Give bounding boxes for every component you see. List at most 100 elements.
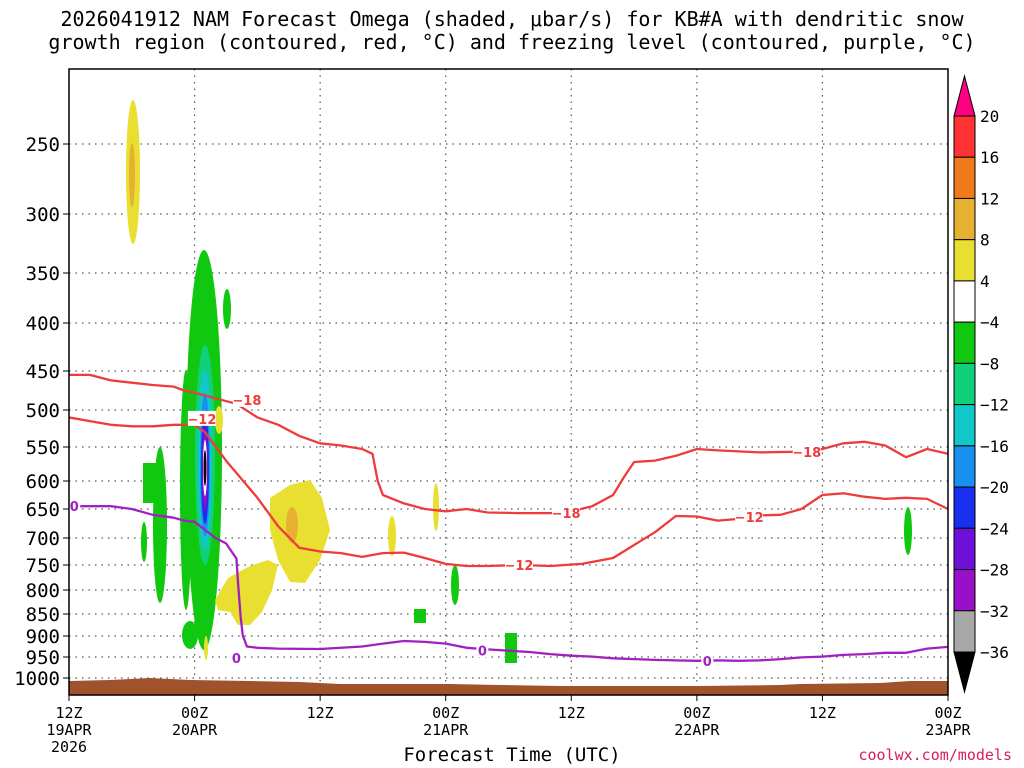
contour-label-bg bbox=[792, 443, 821, 459]
colorbar-label: 4 bbox=[980, 272, 990, 291]
x-tick-label: 22APR bbox=[674, 721, 720, 739]
y-tick-label: 1000 bbox=[14, 668, 60, 690]
colorbar-swatch bbox=[953, 321, 976, 364]
omega-blob-yellow-lowest bbox=[204, 636, 208, 660]
colorbar-label: −24 bbox=[980, 519, 1009, 538]
colorbar-label: −36 bbox=[980, 643, 1009, 662]
omega-blob-green-bottom bbox=[182, 621, 198, 649]
x-tick-label: 12Z bbox=[307, 704, 334, 722]
y-tick-label: 750 bbox=[26, 555, 60, 577]
omega-blob-upper-orange bbox=[129, 143, 135, 207]
chart-title: 2026041912 NAM Forecast Omega (shaded, μ… bbox=[0, 8, 1024, 54]
y-tick-label: 650 bbox=[26, 499, 60, 521]
x-tick-label: 19APR bbox=[46, 721, 92, 739]
contour-label-bg bbox=[701, 652, 714, 668]
colorbar-swatch bbox=[953, 74, 976, 117]
contour-label: 0 bbox=[232, 652, 241, 667]
omega-blob-black-core bbox=[203, 450, 207, 486]
omega-blob-yellow-mid bbox=[270, 480, 330, 583]
colorbar-label: −4 bbox=[980, 313, 999, 332]
x-tick-label: 00Z bbox=[432, 704, 459, 722]
x-tick-label: 12Z bbox=[55, 704, 82, 722]
y-tick-label: 600 bbox=[26, 471, 60, 493]
y-tick-label: 700 bbox=[26, 528, 60, 550]
colorbar-swatch bbox=[953, 651, 976, 694]
contour-label-bg bbox=[552, 505, 581, 521]
omega-blob-green-left bbox=[180, 370, 192, 610]
omega-blob-yellow-low bbox=[215, 560, 278, 625]
colorbar-swatch bbox=[953, 486, 976, 529]
contour-label: −18 bbox=[792, 446, 821, 461]
contour-label-bg bbox=[232, 391, 261, 407]
contour-label: 0 bbox=[703, 655, 712, 670]
y-axis: 2503003504004505005506006507007508008509… bbox=[14, 134, 69, 690]
omega-blob-green-2 bbox=[143, 463, 157, 503]
y-tick-label: 300 bbox=[26, 204, 60, 226]
contour-label-bg bbox=[476, 642, 489, 658]
colorbar-label: −32 bbox=[980, 602, 1009, 621]
contour-label: −18 bbox=[232, 394, 261, 409]
contour-label: −12 bbox=[735, 511, 764, 526]
colorbar-label: 16 bbox=[980, 148, 999, 167]
y-tick-label: 550 bbox=[26, 437, 60, 459]
omega-blob-yellow-2 bbox=[388, 516, 396, 556]
omega-blob-yellow-small bbox=[215, 406, 223, 434]
y-tick-label: 850 bbox=[26, 604, 60, 626]
contour-label: 0 bbox=[70, 500, 79, 515]
contour-label-bg bbox=[504, 557, 533, 572]
x-tick-label: 2026 bbox=[51, 738, 87, 756]
colorbar-label: −16 bbox=[980, 437, 1009, 456]
colorbar-swatch bbox=[953, 569, 976, 612]
y-tick-label: 450 bbox=[26, 361, 60, 383]
x-tick-label: 21APR bbox=[423, 721, 469, 739]
y-tick-label: 250 bbox=[26, 134, 60, 156]
credit-text: coolwx.com/models bbox=[858, 746, 1012, 764]
contour-labels: −18 −12 −18 −12 −18 −12 0 0 0 0 bbox=[68, 391, 821, 670]
omega-blob-green-4 bbox=[451, 565, 459, 605]
colorbar-swatch bbox=[953, 197, 976, 241]
plot-border bbox=[68, 68, 949, 696]
terrain-strip bbox=[69, 678, 948, 695]
contour-label: −12 bbox=[187, 413, 216, 428]
contour-label-bg bbox=[230, 649, 243, 665]
colorbar-swatch bbox=[953, 239, 976, 282]
contour-label-bg bbox=[187, 410, 216, 426]
contour-line bbox=[69, 373, 948, 515]
colorbar-label: −28 bbox=[980, 561, 1009, 580]
x-tick-label: 00Z bbox=[181, 704, 208, 722]
contour-label-bg bbox=[68, 498, 81, 514]
x-axis-title: Forecast Time (UTC) bbox=[403, 744, 621, 766]
colorbar-swatch bbox=[953, 527, 976, 571]
colorbar-swatch bbox=[953, 156, 976, 199]
colorbar-label: 8 bbox=[980, 231, 990, 250]
colorbar-label: 12 bbox=[980, 189, 999, 208]
omega-blob-yellow-3 bbox=[433, 483, 439, 531]
y-tick-label: 400 bbox=[26, 313, 60, 335]
colorbar-label: −8 bbox=[980, 354, 999, 373]
contour-label: 0 bbox=[478, 644, 487, 659]
omega-blob-green-3 bbox=[141, 522, 147, 562]
colorbar-swatch bbox=[953, 280, 976, 323]
omega-blob-green-6 bbox=[505, 633, 517, 663]
x-tick-label: 12Z bbox=[809, 704, 836, 722]
colorbar-label: −12 bbox=[980, 396, 1009, 415]
contour-label: −18 bbox=[552, 507, 581, 522]
title-line-1: 2026041912 NAM Forecast Omega (shaded, μ… bbox=[60, 7, 964, 31]
x-tick-label: 00Z bbox=[934, 704, 961, 722]
y-tick-label: 350 bbox=[26, 263, 60, 285]
x-tick-label: 23APR bbox=[925, 721, 971, 739]
title-line-2: growth region (contoured, red, °C) and f… bbox=[48, 30, 976, 54]
colorbar-swatch bbox=[953, 404, 976, 447]
x-tick-label: 00Z bbox=[683, 704, 710, 722]
omega-blob-orange-mid bbox=[286, 507, 298, 543]
x-tick-label: 12Z bbox=[558, 704, 585, 722]
omega-shading bbox=[126, 100, 912, 663]
colorbar-swatch bbox=[953, 115, 976, 158]
colorbar: 20 16 12 8 4 −4 −8 −12 −16 −20 −24 −28 −32 −36 bbox=[953, 74, 1009, 694]
contour-label: −12 bbox=[504, 559, 533, 574]
colorbar-label: −20 bbox=[980, 478, 1009, 497]
colorbar-swatch bbox=[953, 610, 976, 653]
omega-blob-green-small bbox=[223, 289, 231, 329]
contour-label-bg bbox=[735, 509, 764, 525]
